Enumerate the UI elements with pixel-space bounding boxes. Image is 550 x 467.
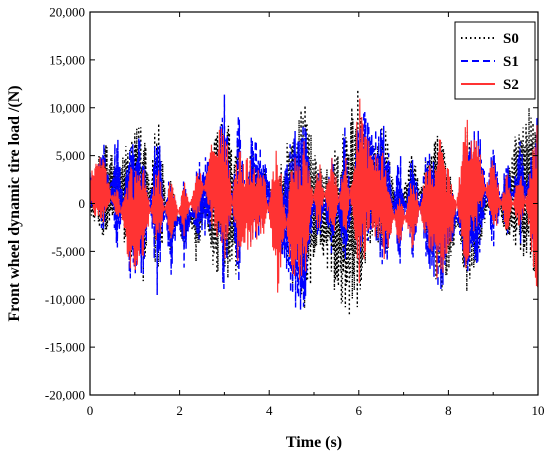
x-tick-label: 6 bbox=[356, 403, 363, 418]
y-tick-label: 10,000 bbox=[49, 100, 85, 115]
x-tick-label: 10 bbox=[532, 403, 545, 418]
y-axis-label: Front wheel dynamic tire load /(N) bbox=[6, 85, 23, 321]
series-line-s2 bbox=[90, 98, 538, 293]
y-tick-label: -20,000 bbox=[45, 388, 85, 403]
y-tick-label: 0 bbox=[79, 196, 86, 211]
y-tick-label: -15,000 bbox=[45, 340, 85, 355]
y-tick-label: 5,000 bbox=[56, 148, 85, 163]
x-tick-label: 4 bbox=[266, 403, 273, 418]
x-tick-label: 0 bbox=[87, 403, 94, 418]
x-axis-label: Time (s) bbox=[286, 434, 342, 451]
y-tick-label: -5,000 bbox=[51, 244, 85, 259]
y-tick-label: 15,000 bbox=[49, 52, 85, 67]
legend-label-s0: S0 bbox=[503, 31, 519, 47]
series-layer bbox=[90, 89, 538, 316]
legend: S0 S1 S2 bbox=[454, 21, 536, 100]
x-tick-label: 2 bbox=[176, 403, 183, 418]
y-tick-label: 20,000 bbox=[49, 5, 85, 20]
ticks-layer: 0 2 4 6 8 10 20,000 15,000 10,000 5,000 0 -5,000 -10… bbox=[45, 5, 545, 419]
x-tick-label: 8 bbox=[445, 403, 452, 418]
y-tick-label: -10,000 bbox=[45, 292, 85, 307]
legend-label-s1: S1 bbox=[503, 54, 519, 70]
legend-label-s2: S2 bbox=[503, 77, 519, 93]
